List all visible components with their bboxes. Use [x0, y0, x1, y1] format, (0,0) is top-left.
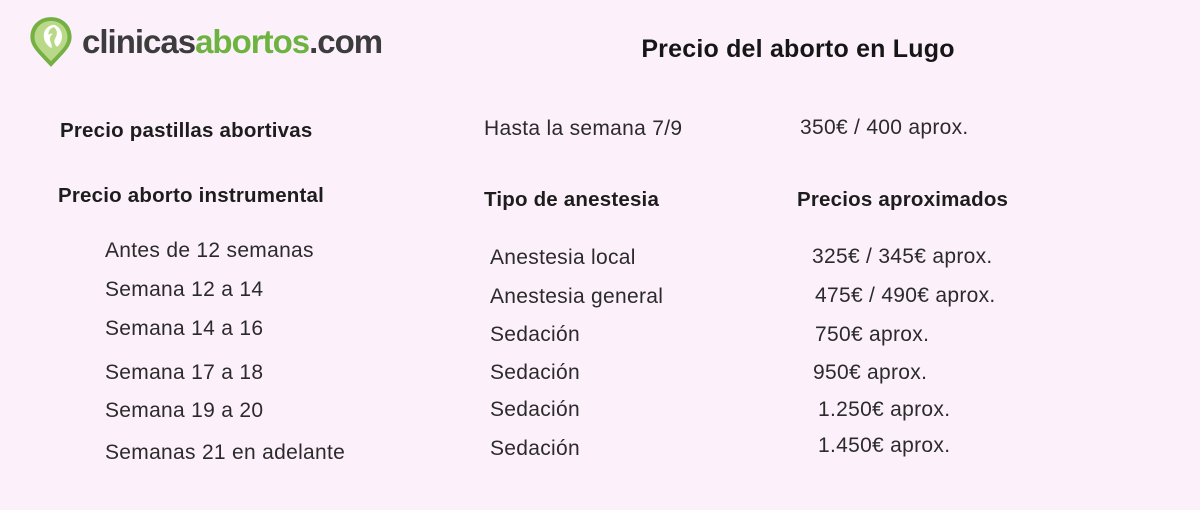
week-cell: Semana 17 a 18 [105, 361, 264, 384]
anesthesia-cell: Sedación [490, 398, 580, 421]
pills-week-label: Hasta la semana 7/9 [484, 117, 683, 140]
anesthesia-cell: Anestesia local [490, 246, 636, 269]
price-cell: 950€ aprox. [813, 361, 928, 384]
price-cell: 1.250€ aprox. [818, 398, 951, 421]
price-cell: 750€ aprox. [815, 323, 930, 346]
site-logo: clinicasabortos.com [28, 16, 383, 68]
anesthesia-cell: Sedación [490, 437, 580, 460]
logo-text-abortos: abortos [195, 23, 310, 60]
logo-wordmark: clinicasabortos.com [82, 23, 383, 61]
week-cell: Semana 14 a 16 [105, 317, 264, 340]
week-cell: Semana 12 a 14 [105, 278, 264, 301]
page-title: Precio del aborto en Lugo [641, 35, 955, 63]
logo-text-clinicas: clinicas [82, 23, 196, 60]
map-pin-icon [30, 17, 72, 67]
pills-section-label: Precio pastillas abortivas [60, 119, 313, 142]
logo-text-com: .com [309, 23, 383, 60]
anesthesia-column-header: Tipo de anestesia [484, 188, 660, 211]
price-column-header: Precios aproximados [797, 188, 1009, 211]
anesthesia-cell: Sedación [490, 323, 580, 346]
week-cell: Semana 19 a 20 [105, 399, 264, 422]
anesthesia-cell: Sedación [490, 361, 580, 384]
pills-price-value: 350€ / 400 aprox. [800, 116, 969, 139]
week-cell: Semanas 21 en adelante [105, 441, 346, 464]
price-cell: 325€ / 345€ aprox. [812, 245, 993, 268]
anesthesia-cell: Anestesia general [490, 285, 664, 308]
instrumental-section-label: Precio aborto instrumental [58, 184, 325, 207]
price-cell: 475€ / 490€ aprox. [815, 284, 996, 307]
price-cell: 1.450€ aprox. [818, 434, 951, 457]
week-cell: Antes de 12 semanas [105, 239, 314, 262]
